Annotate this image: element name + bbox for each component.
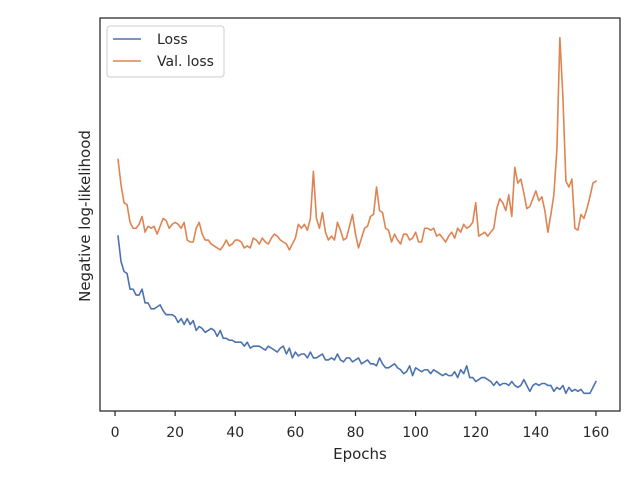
series-line-loss <box>117 235 598 395</box>
x-tick-label: 160 <box>583 425 610 441</box>
x-tick-label: 140 <box>522 425 549 441</box>
axes: 0 20 40 60 80 100 120 140 160 <box>99 17 621 441</box>
x-tick-label: 100 <box>402 425 429 441</box>
axes-frame <box>99 17 621 412</box>
plot-area <box>117 36 598 395</box>
x-tick-label: 40 <box>226 425 244 441</box>
legend-label-val-loss: Val. loss <box>157 54 214 70</box>
series-line-val-loss <box>117 36 598 251</box>
x-tick-label: 20 <box>166 425 184 441</box>
x-axis-label: Epochs <box>333 445 387 463</box>
y-axis-label: Negative log-likelihood <box>76 130 94 302</box>
x-tick-label: 80 <box>347 425 365 441</box>
legend: Loss Val. loss <box>106 25 225 78</box>
x-tick-label: 60 <box>286 425 304 441</box>
x-tick-label: 120 <box>462 425 489 441</box>
x-tick-label: 0 <box>111 425 120 441</box>
legend-label-loss: Loss <box>157 32 188 48</box>
